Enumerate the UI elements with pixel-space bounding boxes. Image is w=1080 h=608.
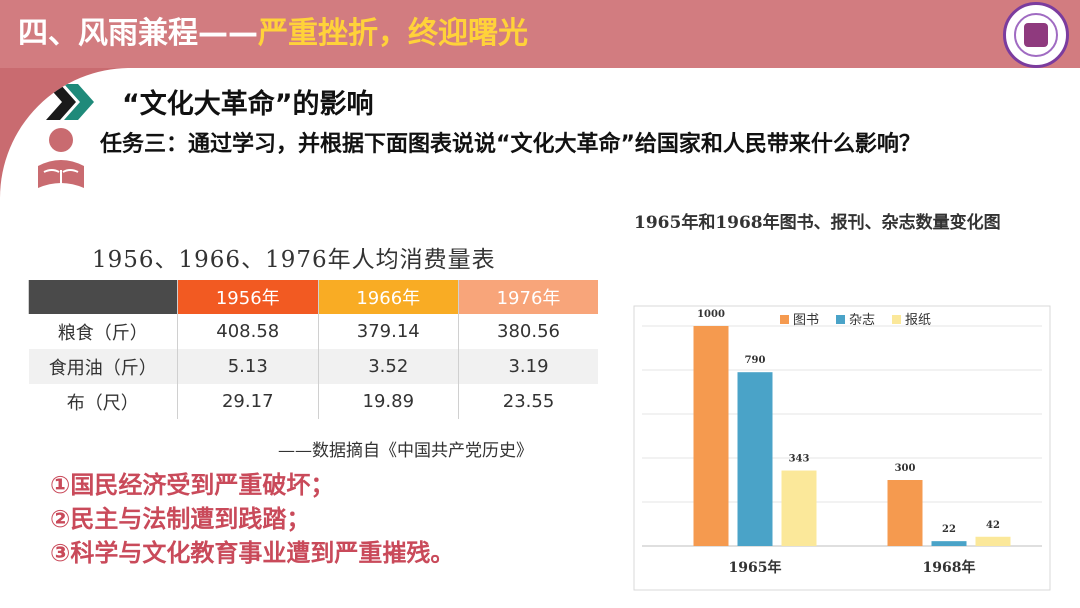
bar: [931, 541, 967, 546]
data-label: 300: [895, 463, 916, 474]
title-part-1: 四、风雨兼程——: [18, 16, 258, 51]
table-cell: 5.13: [177, 349, 319, 384]
section-title: “文化大革命”的影响: [122, 89, 374, 120]
table-cell: 29.17: [177, 384, 319, 419]
bar: [693, 326, 729, 546]
row-label: 食用油（斤）: [28, 349, 178, 384]
table-header-row: 1956年 1966年 1976年: [28, 280, 598, 314]
legend-label: 图书: [793, 313, 819, 328]
x-tick-label: 1965年: [729, 559, 782, 576]
table-cell: 408.58: [177, 314, 319, 349]
legend-swatch: [892, 315, 901, 324]
school-logo: [1003, 2, 1069, 68]
table-title: 1956、1966、1976年人均消费量表: [92, 247, 496, 273]
data-label: 343: [789, 454, 810, 465]
table-cell: 379.14: [317, 314, 459, 349]
data-source: ——数据摘自《中国共产党历史》: [278, 441, 533, 461]
bar: [737, 372, 773, 546]
table-cell: 23.55: [458, 384, 598, 419]
legend-label: 报纸: [905, 313, 931, 328]
chevron-right-icon: [46, 84, 94, 120]
bar: [887, 480, 923, 546]
header-bar: 四、风雨兼程——严重挫折，终迎曙光: [0, 0, 1080, 68]
table-cell: 19.89: [317, 384, 459, 419]
impact-item: ②民主与法制遭到践踏；: [50, 505, 311, 533]
table-row: 布（尺） 29.17 19.89 23.55: [29, 384, 598, 419]
legend-swatch: [780, 315, 789, 324]
table-cell: 380.56: [458, 314, 598, 349]
chart-frame: [633, 305, 1051, 591]
slide-content: “文化大革命”的影响 任务三：通过学习，并根据下面图表说说“文化大革命”给国家和…: [0, 68, 1080, 608]
legend-label: 杂志: [849, 313, 875, 328]
data-label: 42: [986, 520, 1000, 531]
header-cell-1976: 1976年: [458, 280, 598, 314]
impact-list: ①国民经济受到严重破坏； ②民主与法制遭到践踏； ③科学与文化教育事业遭到严重摧…: [50, 468, 454, 570]
row-label: 布（尺）: [66, 392, 139, 414]
table-row: 粮食（斤） 408.58 379.14 380.56: [29, 314, 598, 349]
bar-chart: 图书 杂志 报纸 1000 790 343 1965年 300 22 42 1968年: [633, 305, 1051, 591]
table-cell: 3.52: [317, 349, 459, 384]
page-title: 四、风雨兼程——严重挫折，终迎曙光: [18, 12, 528, 56]
logo-ring: [1014, 13, 1058, 57]
data-label: 790: [745, 355, 766, 366]
table-cell: 3.19: [458, 349, 598, 384]
legend-swatch: [836, 315, 845, 324]
header-cell-1966: 1966年: [317, 280, 459, 314]
impact-item: ①国民经济受到严重破坏；: [50, 471, 335, 499]
data-label: 22: [942, 524, 956, 535]
header-cell-blank: [28, 280, 178, 314]
x-tick-label: 1968年: [923, 559, 976, 576]
consumption-table: 1956年 1966年 1976年 粮食（斤） 408.58 379.14 38…: [28, 280, 598, 419]
impact-item: ③科学与文化教育事业遭到严重摧残。: [50, 539, 455, 567]
title-part-2: 严重挫折，终迎曙光: [258, 16, 528, 51]
task-question: 任务三：通过学习，并根据下面图表说说“文化大革命”给国家和人民带来什么影响？: [100, 132, 921, 157]
table-row: 食用油（斤） 5.13 3.52 3.19: [28, 349, 598, 384]
header-cell-1956: 1956年: [177, 280, 319, 314]
row-label: 粮食（斤）: [57, 322, 148, 344]
data-label: 1000: [697, 309, 725, 320]
chart-title: 1965年和1968年图书、报刊、杂志数量变化图: [634, 213, 1001, 233]
bar: [781, 470, 817, 546]
bar: [975, 536, 1011, 546]
reading-person-icon: [38, 128, 84, 188]
logo-emblem: [1024, 23, 1048, 47]
